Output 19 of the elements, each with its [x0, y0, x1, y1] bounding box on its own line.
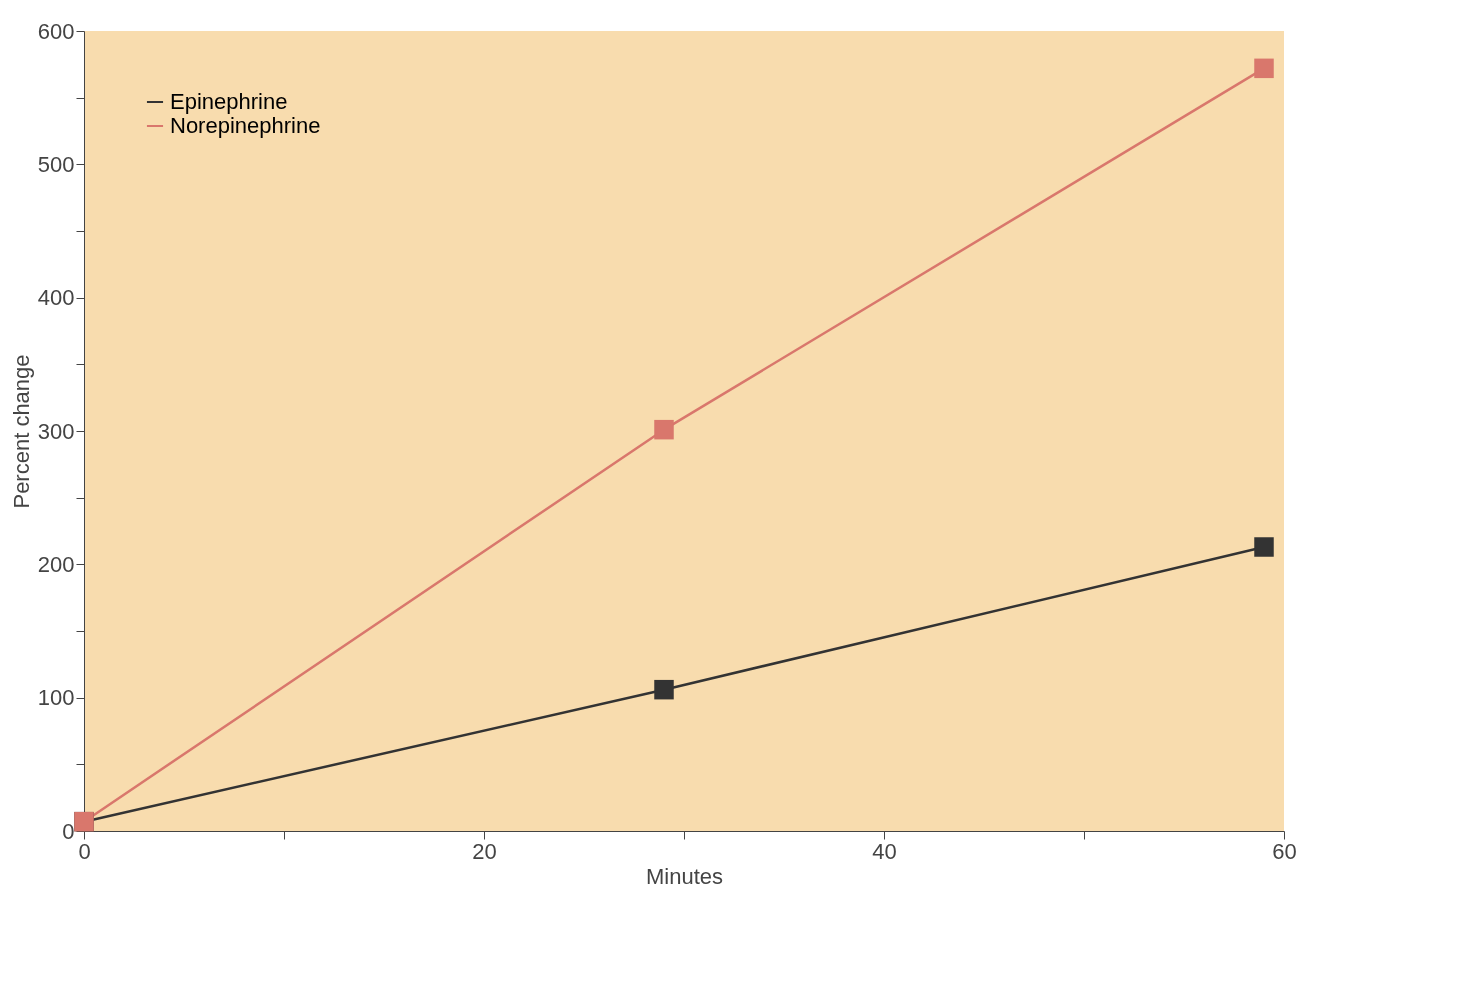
- legend-label: Epinephrine: [170, 89, 288, 114]
- y-tick-label: 300: [37, 418, 75, 444]
- point: [1254, 58, 1274, 79]
- y-axis-title: Percent change: [8, 354, 34, 509]
- legend-label: Norepinephrine: [170, 113, 321, 138]
- x-tick-label: 40: [872, 838, 897, 864]
- y-tick-label: 200: [37, 551, 75, 577]
- y-tick-label: 500: [37, 151, 75, 177]
- x-axis-title: Minutes: [645, 863, 724, 889]
- y-tick-label: 0: [62, 818, 75, 844]
- point: [1254, 537, 1274, 557]
- x-tick-label: 60: [1272, 838, 1297, 864]
- x-tick-label: 20: [472, 838, 497, 864]
- x-tick-label: 0: [78, 838, 91, 864]
- y-tick-label: 100: [37, 685, 75, 711]
- point: [654, 419, 674, 440]
- y-tick-label: 400: [37, 285, 75, 311]
- y-tick-label: 600: [37, 18, 75, 44]
- point: [654, 679, 674, 700]
